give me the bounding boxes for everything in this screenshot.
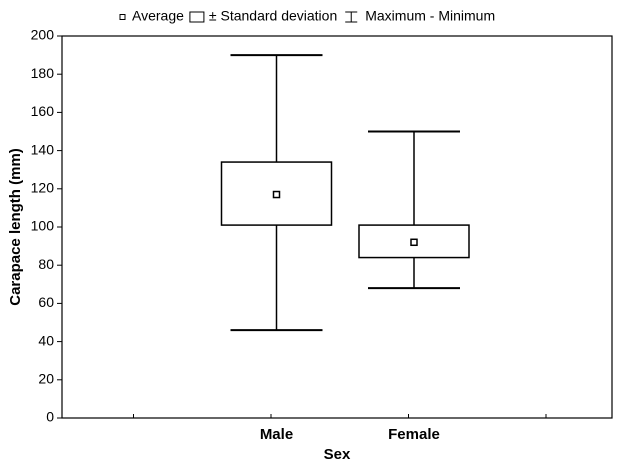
y-tick-label: 20: [38, 371, 54, 387]
y-tick-label: 80: [38, 256, 54, 272]
y-tick-label: 100: [31, 218, 55, 234]
legend-label: Maximum - Minimum: [365, 8, 495, 24]
x-axis-label: Sex: [324, 446, 351, 463]
y-tick-label: 0: [46, 409, 54, 425]
y-tick-label: 40: [38, 332, 54, 348]
mean-marker: [272, 190, 281, 199]
plot-frame: [61, 35, 613, 419]
y-tick-label: 60: [38, 294, 54, 310]
legend-label: ± Standard deviation: [209, 8, 337, 24]
legend: Average ± Standard deviation Maximum - Min…: [119, 8, 495, 24]
mean-marker: [410, 238, 418, 247]
x-tick-label: Female: [388, 426, 440, 443]
legend-symbol: [189, 11, 205, 23]
x-tick-label: Male: [260, 426, 293, 443]
y-tick-label: 120: [31, 180, 55, 196]
y-tick-label: 140: [31, 141, 55, 157]
y-tick-label: 180: [31, 65, 55, 81]
legend-label: Average: [132, 8, 184, 24]
legend-symbol: [119, 14, 126, 20]
y-tick-label: 200: [31, 27, 55, 43]
legend-symbol: [345, 11, 358, 23]
y-axis-label: Carapace length (mm): [7, 148, 24, 306]
y-tick-label: 160: [31, 103, 55, 119]
